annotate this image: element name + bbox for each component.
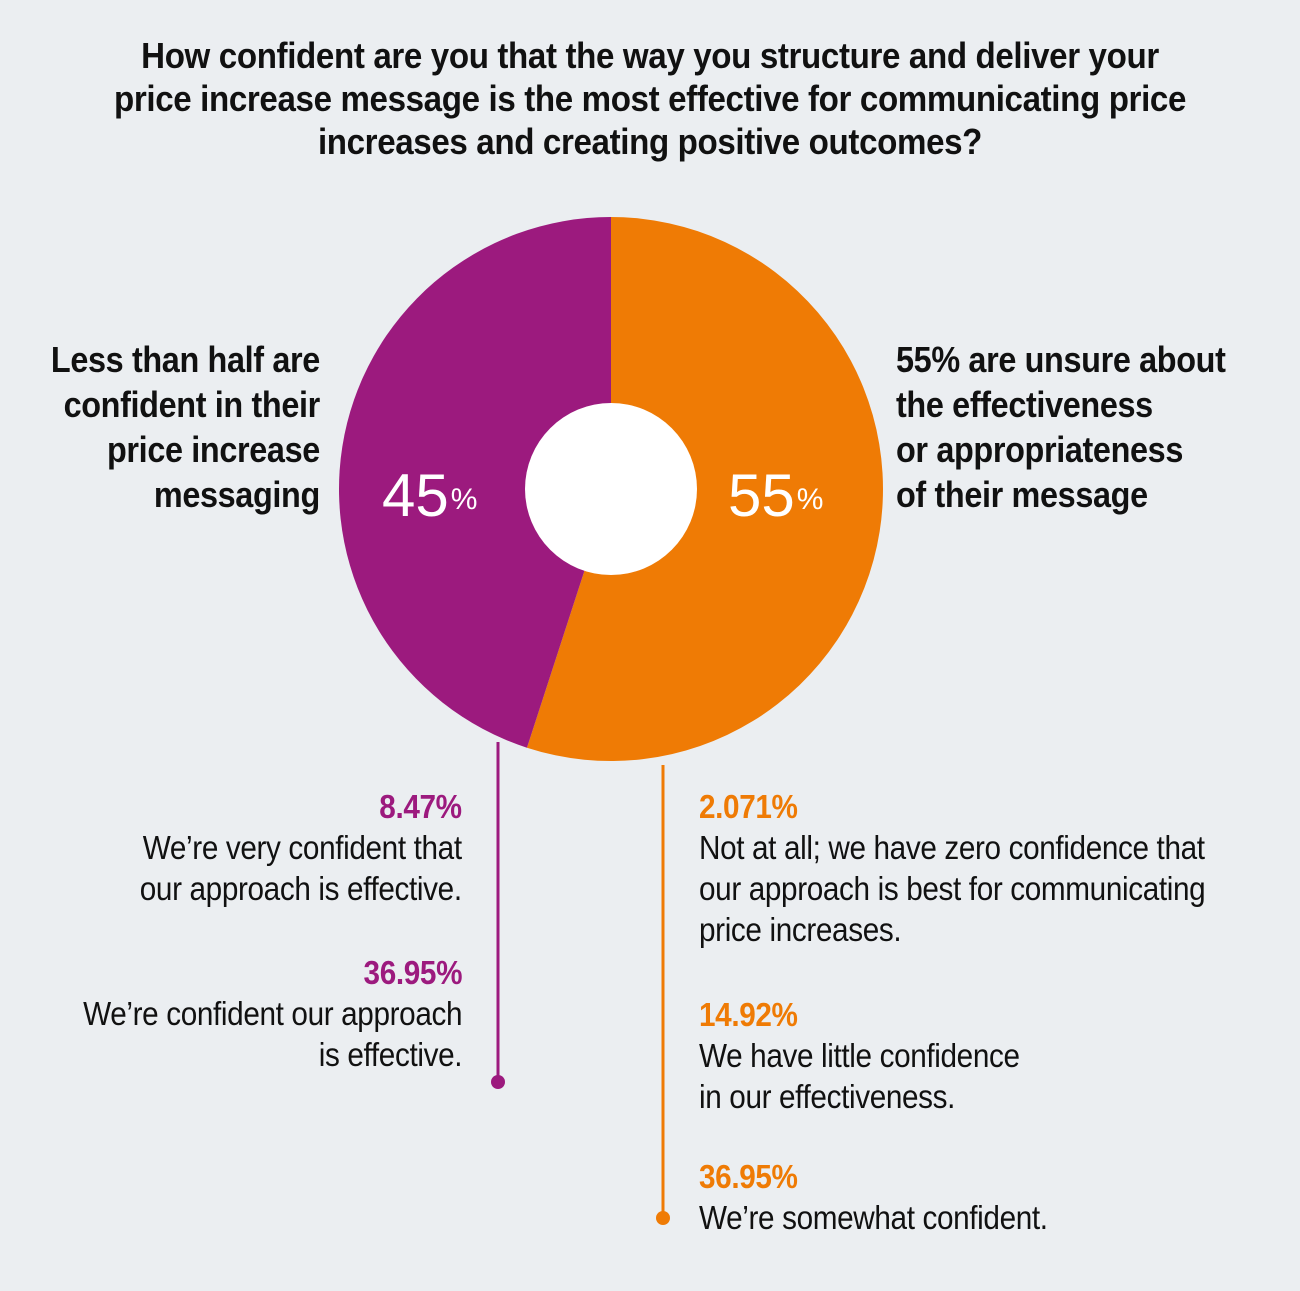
right-slice-percent: 55% <box>728 466 823 526</box>
left-summary-line: Less than half are <box>50 339 320 380</box>
chart-title: How confident are you that the way you s… <box>107 34 1193 163</box>
left-breakdown-text: We’re confident our approach is effectiv… <box>83 993 462 1075</box>
right-breakdown-line: price increases. <box>699 911 902 948</box>
right-connector-dot <box>656 1211 670 1225</box>
left-breakdown-line: We’re very confident that <box>143 829 463 866</box>
left-summary-line: confident in their <box>63 384 321 425</box>
right-summary-line: of their message <box>896 474 1148 515</box>
right-breakdown-item: 2.071% Not at all; we have zero confiden… <box>699 786 1206 950</box>
right-breakdown-line: Not at all; we have zero confidence that <box>699 829 1205 866</box>
donut-slices <box>338 217 883 761</box>
right-slice-percent-sign: % <box>796 483 824 516</box>
right-breakdown-text: Not at all; we have zero confidence that… <box>699 827 1206 950</box>
left-summary-label: Less than half are confident in their pr… <box>51 337 320 517</box>
connectors <box>491 742 670 1225</box>
right-summary-line: or appropriateness <box>896 429 1184 470</box>
left-connector-dot <box>491 1075 505 1089</box>
right-summary-line: the effectiveness <box>896 384 1153 425</box>
left-slice-percent: 45% <box>382 466 477 526</box>
right-breakdown-line: We have little confidence <box>699 1037 1020 1074</box>
right-breakdown-line: in our effectiveness. <box>699 1078 956 1115</box>
left-breakdown-value: 8.47% <box>379 788 463 825</box>
right-breakdown-item: 14.92% We have little confidence in our … <box>699 994 1020 1117</box>
donut-slice-1 <box>526 217 883 761</box>
left-breakdown-line: is effective. <box>318 1036 463 1073</box>
left-breakdown-line: We’re confident our approach <box>82 995 462 1032</box>
title-line: How confident are you that the way you s… <box>141 35 1159 76</box>
right-breakdown-text: We have little confidence in our effecti… <box>699 1035 1020 1117</box>
left-breakdown-item: 36.95% We’re confident our approach is e… <box>83 952 462 1075</box>
left-summary-line: messaging <box>153 474 320 515</box>
left-slice-percent-number: 45 <box>382 462 449 529</box>
title-line: price increase message is the most effec… <box>113 78 1187 119</box>
left-slice-percent-sign: % <box>450 483 478 516</box>
left-breakdown-value: 36.95% <box>363 954 462 991</box>
left-breakdown-line: our approach is effective. <box>140 870 462 907</box>
left-breakdown-text: We’re very confident that our approach i… <box>140 827 462 909</box>
right-breakdown-item: 36.95% We’re somewhat confident. <box>699 1156 1048 1238</box>
right-slice-percent-number: 55 <box>728 462 795 529</box>
donut-slice-2 <box>338 217 611 748</box>
right-summary-label: 55% are unsure about the effectiveness o… <box>896 337 1226 517</box>
right-breakdown-text: We’re somewhat confident. <box>699 1197 1048 1238</box>
right-breakdown-value: 36.95% <box>699 1158 798 1195</box>
right-breakdown-value: 14.92% <box>699 996 798 1033</box>
left-summary-line: price increase <box>107 429 320 470</box>
right-breakdown-line: We’re somewhat confident. <box>699 1199 1048 1236</box>
right-breakdown-value: 2.071% <box>699 788 798 825</box>
left-breakdown-item: 8.47% We’re very confident that our appr… <box>140 786 462 909</box>
donut-hole <box>525 403 697 575</box>
right-breakdown-line: our approach is best for communicating <box>699 870 1206 907</box>
title-line: increases and creating positive outcomes… <box>317 121 983 162</box>
right-summary-line: 55% are unsure about <box>896 339 1226 380</box>
